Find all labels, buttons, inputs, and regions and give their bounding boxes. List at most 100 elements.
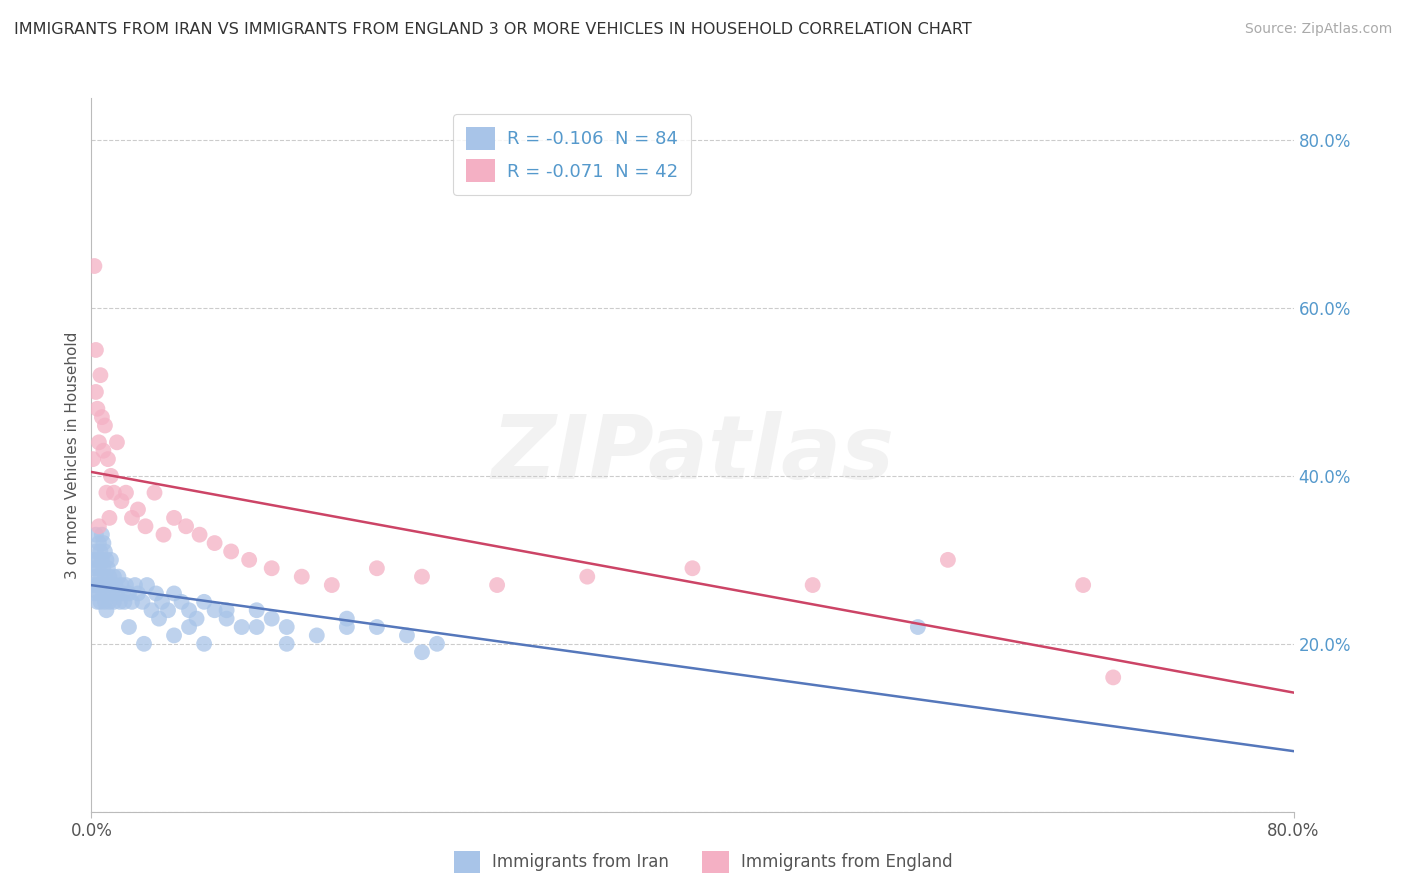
Point (238, 553, 260, 567)
Point (103, 569, 125, 583)
Point (94, 544, 117, 558)
Point (193, 595, 215, 609)
Point (84, 527, 107, 541)
Point (366, 561, 388, 575)
Point (801, 578, 824, 592)
Point (114, 595, 136, 609)
Point (87, 578, 110, 592)
Point (97, 561, 120, 575)
Point (321, 578, 343, 592)
Legend: Immigrants from Iran, Immigrants from England: Immigrants from Iran, Immigrants from En… (447, 845, 959, 880)
Point (87, 435, 110, 450)
Point (89, 368, 111, 383)
Point (148, 612, 170, 626)
Point (93, 443, 115, 458)
Point (87, 586, 110, 600)
Point (89, 569, 111, 583)
Point (82, 578, 104, 592)
Point (86, 595, 108, 609)
Point (98, 569, 121, 583)
Point (215, 612, 238, 626)
Point (576, 569, 599, 583)
Point (246, 603, 269, 617)
Point (86, 578, 108, 592)
Point (96, 485, 118, 500)
Point (98, 511, 121, 525)
Point (89, 595, 111, 609)
Point (104, 578, 127, 592)
Point (276, 620, 298, 634)
Point (82, 452, 104, 467)
Point (124, 578, 146, 592)
Point (681, 561, 703, 575)
Point (395, 628, 418, 642)
Point (163, 628, 186, 642)
Point (97, 586, 120, 600)
Point (336, 620, 359, 634)
Point (84, 384, 107, 399)
Point (82, 553, 104, 567)
Point (93, 536, 115, 550)
Point (83, 586, 105, 600)
Point (90, 553, 112, 567)
Point (93, 586, 115, 600)
Point (100, 578, 122, 592)
Point (141, 603, 163, 617)
Point (115, 485, 138, 500)
Point (188, 527, 211, 541)
Point (907, 620, 929, 634)
Point (936, 553, 959, 567)
Point (87, 561, 110, 575)
Point (108, 595, 131, 609)
Point (86, 401, 108, 416)
Point (103, 595, 125, 609)
Point (101, 586, 124, 600)
Point (145, 586, 167, 600)
Point (105, 586, 128, 600)
Point (486, 578, 509, 592)
Point (94, 569, 117, 583)
Point (231, 620, 253, 634)
Point (193, 637, 215, 651)
Point (260, 561, 283, 575)
Point (177, 603, 200, 617)
Point (219, 544, 242, 558)
Point (186, 612, 208, 626)
Point (84, 569, 107, 583)
Point (131, 595, 153, 609)
Point (260, 612, 283, 626)
Point (134, 519, 156, 533)
Point (100, 469, 122, 483)
Point (107, 569, 129, 583)
Point (215, 603, 238, 617)
Point (115, 578, 138, 592)
Point (89, 544, 111, 558)
Point (110, 494, 132, 508)
Point (98, 595, 121, 609)
Point (305, 628, 328, 642)
Point (118, 586, 141, 600)
Point (87, 519, 110, 533)
Point (291, 569, 314, 583)
Text: ZIPatlas: ZIPatlas (491, 411, 894, 499)
Point (150, 595, 173, 609)
Point (121, 595, 143, 609)
Point (83, 561, 105, 575)
Point (94, 418, 117, 433)
Point (111, 586, 134, 600)
Point (90, 410, 112, 425)
Point (90, 527, 112, 541)
Point (411, 645, 433, 659)
Point (177, 620, 200, 634)
Point (110, 578, 132, 592)
Point (157, 603, 180, 617)
Point (103, 485, 125, 500)
Point (100, 553, 122, 567)
Point (246, 620, 269, 634)
Point (105, 435, 128, 450)
Point (174, 519, 197, 533)
Point (366, 620, 388, 634)
Point (94, 595, 117, 609)
Point (86, 553, 108, 567)
Legend: R = -0.106  N = 84, R = -0.071  N = 42: R = -0.106 N = 84, R = -0.071 N = 42 (453, 114, 692, 195)
